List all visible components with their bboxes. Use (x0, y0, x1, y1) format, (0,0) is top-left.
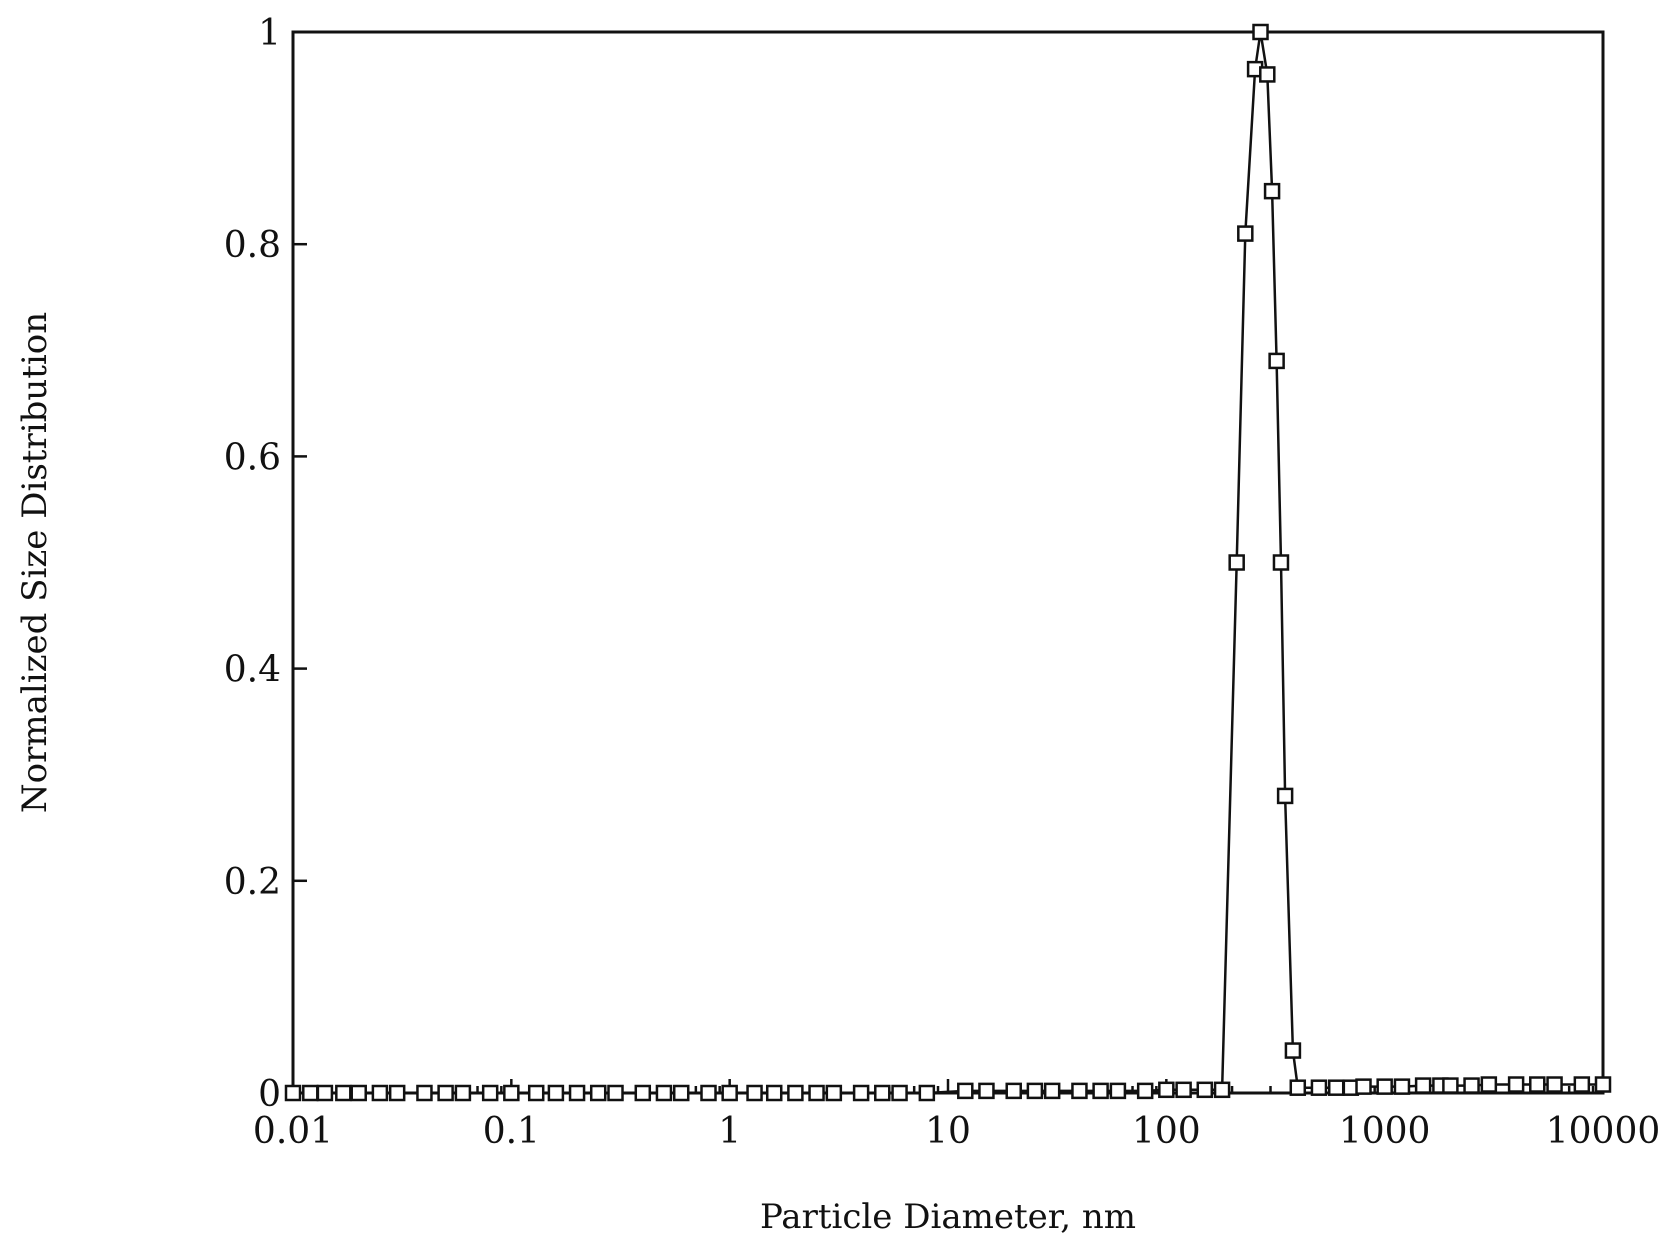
series-line (293, 31, 1603, 1095)
y-tick-label: 0.4 (224, 650, 281, 691)
y-axis: 0 0.2 0.4 0.6 0.8 1 (224, 13, 307, 1115)
data-point (957, 1082, 974, 1100)
data-point (503, 1084, 520, 1102)
data-point (1355, 1078, 1372, 1095)
data-point (1005, 1082, 1022, 1100)
x-tick-label: 10 (925, 1111, 971, 1152)
data-point (1393, 1078, 1411, 1095)
data-point (634, 1084, 652, 1102)
data-point (416, 1084, 433, 1102)
data-point (335, 1084, 352, 1102)
data-point (1268, 352, 1285, 370)
data-point (1529, 1076, 1546, 1093)
data-point (388, 1084, 406, 1102)
data-point (1237, 225, 1254, 242)
data-point (1175, 1081, 1192, 1099)
plot-frame (291, 30, 1605, 1095)
data-point (1092, 1082, 1109, 1100)
data-point (655, 1084, 673, 1102)
x-tick-label: 0.01 (253, 1111, 333, 1152)
data-point (1507, 1076, 1525, 1093)
data-point (1463, 1077, 1480, 1094)
data-point (1310, 1079, 1328, 1096)
data-point (765, 1084, 783, 1102)
data-point (1071, 1082, 1088, 1100)
data-point (1196, 1081, 1214, 1099)
data-point (787, 1084, 804, 1102)
y-tick-label: 0.8 (224, 225, 281, 266)
data-point (700, 1084, 717, 1102)
y-tick-label: 0 (258, 1074, 281, 1115)
data-point (1026, 1082, 1044, 1100)
y-tick-label: 0.2 (224, 862, 281, 903)
data-point (808, 1084, 825, 1102)
y-tick-label: 0.6 (224, 437, 281, 478)
data-point (721, 1084, 738, 1102)
data-point (547, 1084, 565, 1102)
data-point (1109, 1082, 1127, 1100)
data-point (481, 1084, 499, 1102)
x-tick-label: 10000 (1546, 1111, 1661, 1152)
data-point (1263, 182, 1281, 200)
data-point (746, 1084, 763, 1102)
x-axis-title: Particle Diameter, nm (760, 1197, 1136, 1237)
plot-area: 0.01 0.1 1 10 100 1000 10000 0 0.2 0.4 0.6 0.8 1 (224, 13, 1661, 1152)
data-point (437, 1084, 454, 1102)
data-point (1284, 1042, 1302, 1059)
x-tick-label: 1000 (1339, 1111, 1431, 1152)
data-point (1259, 66, 1276, 83)
data-point (852, 1084, 870, 1102)
data-point (1289, 1079, 1307, 1096)
data-point (1376, 1078, 1393, 1095)
data-point (589, 1084, 607, 1102)
data-point (1158, 1081, 1175, 1099)
data-point (891, 1084, 908, 1102)
data-point (284, 1084, 302, 1102)
y-axis-title: Normalized Size Distribution (15, 312, 55, 813)
series-markers (284, 23, 1612, 1102)
data-point (1252, 23, 1269, 41)
data-point (825, 1084, 843, 1102)
data-point (1594, 1076, 1612, 1093)
data-point (568, 1084, 586, 1102)
data-point (1213, 1081, 1231, 1099)
data-point (918, 1084, 936, 1102)
data-point (302, 1084, 319, 1102)
x-tick-label: 0.1 (483, 1111, 540, 1152)
data-point (1276, 787, 1294, 805)
data-point (371, 1084, 389, 1102)
data-point (1573, 1076, 1591, 1093)
data-point (978, 1082, 995, 1100)
data-point (874, 1084, 891, 1102)
data-point (1442, 1077, 1459, 1094)
data-point (350, 1084, 367, 1102)
data-point (672, 1084, 690, 1102)
data-point (1136, 1082, 1154, 1100)
data-point (1228, 554, 1245, 571)
y-tick-label: 1 (258, 13, 281, 54)
data-point (1546, 1076, 1563, 1093)
data-point (1272, 554, 1290, 571)
data-point (316, 1084, 334, 1102)
x-tick-label: 100 (1132, 1111, 1201, 1152)
data-point (1414, 1077, 1432, 1094)
data-point (1327, 1079, 1345, 1096)
data-point (607, 1084, 624, 1102)
x-tick-label: 1 (718, 1111, 741, 1152)
data-point (454, 1084, 472, 1102)
data-point (527, 1084, 545, 1102)
data-point (1043, 1082, 1061, 1100)
data-point (1480, 1076, 1498, 1093)
